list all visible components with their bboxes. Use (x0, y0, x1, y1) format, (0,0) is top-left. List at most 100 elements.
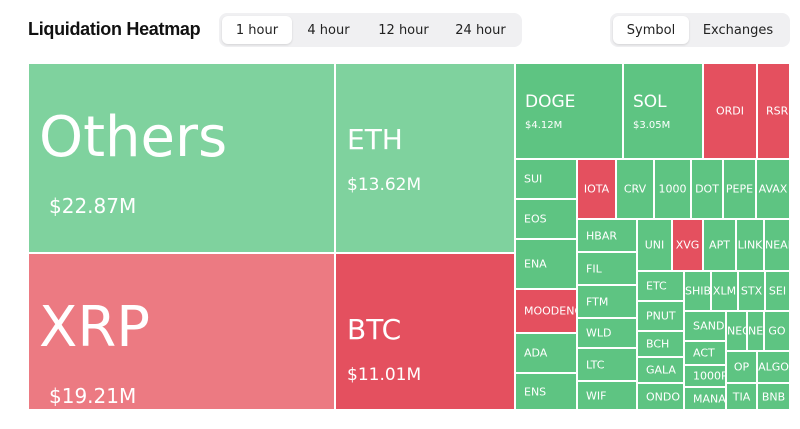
heatmap-tile-ens[interactable]: ENS (515, 373, 577, 410)
heatmap-tile-algo[interactable]: ALGO (757, 351, 790, 383)
tile-symbol: SHIB (685, 284, 711, 298)
heatmap-tile-stx[interactable]: STX (738, 271, 765, 311)
tile-symbol: MANA (693, 392, 726, 405)
heatmap-tile-moodeng[interactable]: MOODENG (515, 289, 577, 333)
heatmap-tile-fil[interactable]: FIL (577, 252, 637, 285)
heatmap-tile-doge[interactable]: DOGE $4.12M (515, 63, 623, 159)
tile-symbol: NEAR (765, 238, 789, 252)
page-title: Liquidation Heatmap (28, 19, 201, 39)
tile-symbol: AVAX (758, 182, 788, 196)
heatmap-tile-ondo[interactable]: ONDO (637, 383, 684, 410)
tile-symbol: ENS (524, 385, 547, 398)
heatmap-tile-sol[interactable]: SOL $3.05M (623, 63, 703, 159)
tile-symbol: UNI (644, 238, 665, 252)
tile-symbol: FIL (586, 262, 602, 275)
heatmap-tile-ena[interactable]: ENA (515, 239, 577, 289)
heatmap-tile-iota[interactable]: IOTA (577, 159, 616, 219)
heatmap-tile-pnut[interactable]: PNUT (637, 301, 684, 331)
heatmap-tile-ada[interactable]: ADA (515, 333, 577, 373)
heatmap-tile-pepe[interactable]: PEPE (723, 159, 756, 219)
tile-symbol: 1000 (658, 182, 687, 196)
heatmap-tile-hbar[interactable]: HBAR (577, 219, 637, 252)
heatmap-tile-go[interactable]: GO (764, 311, 790, 351)
heatmap-tile-shib[interactable]: SHIB (684, 271, 711, 311)
heatmap-tile-link[interactable]: LINK (736, 219, 764, 271)
heatmap-tile-wld[interactable]: WLD (577, 318, 637, 348)
tile-symbol: SOL (633, 92, 667, 112)
timeframe-12h-button[interactable]: 12 hour (378, 22, 429, 38)
heatmap-tile-rsr[interactable]: RSR (757, 63, 790, 159)
tile-symbol: BTC (347, 313, 402, 346)
tile-symbol: ETC (646, 279, 667, 293)
timeframe-24h-button[interactable]: 24 hour (455, 22, 506, 38)
heatmap-tile-bnb[interactable]: BNB (757, 383, 790, 410)
timeframe-selector: 1 hour 4 hour 12 hour 24 hour (219, 13, 522, 47)
tile-symbol: PEPE (725, 182, 754, 196)
heatmap-tile-1000[interactable]: 1000 (654, 159, 691, 219)
tile-symbol: XRP (39, 295, 151, 360)
heatmap-tile-sei[interactable]: SEI (765, 271, 790, 311)
tile-symbol: MOODENG (524, 304, 576, 318)
tile-symbol: BNB (761, 390, 786, 403)
view-selector: Symbol Exchanges (610, 13, 790, 47)
heatmap-tile-neo[interactable]: NEO (726, 311, 747, 351)
heatmap-tile-dot[interactable]: DOT (691, 159, 723, 219)
tile-symbol: TIA (732, 390, 751, 403)
tile-symbol: 1000P (693, 369, 726, 383)
liquidation-heatmap: Others $22.87M XRP $19.21M ETH $13.62M BTC $11.… (28, 63, 790, 410)
tile-symbol: RSR (766, 104, 789, 118)
heatmap-tile-sui[interactable]: SUI (515, 159, 577, 199)
heatmap-tile-1000p[interactable]: 1000P (684, 365, 726, 387)
tile-symbol: BCH (646, 337, 670, 351)
heatmap-tile-avax[interactable]: AVAX (756, 159, 790, 219)
tile-symbol: EOS (524, 212, 547, 226)
tile-liquidation-value: $4.12M (525, 120, 563, 131)
heatmap-tile-ordi[interactable]: ORDI (703, 63, 757, 159)
tile-symbol: ONDO (646, 390, 681, 403)
tile-symbol: STX (740, 284, 763, 298)
tile-symbol: PNUT (646, 309, 676, 323)
heatmap-tile-near[interactable]: NEAR (764, 219, 790, 271)
view-symbol-button[interactable]: Symbol (613, 16, 689, 44)
heatmap-tile-xrp[interactable]: XRP $19.21M (28, 253, 335, 410)
heatmap-tile-eos[interactable]: EOS (515, 199, 577, 239)
tile-symbol: SAND (693, 319, 725, 333)
tile-symbol: DOT (695, 182, 719, 196)
tile-symbol: ACT (693, 346, 715, 360)
tile-symbol: LINK (737, 238, 763, 252)
heatmap-tile-gala[interactable]: GALA (637, 357, 684, 383)
view-exchanges-button[interactable]: Exchanges (702, 22, 774, 38)
heatmap-tile-xvg[interactable]: XVG (672, 219, 703, 271)
heatmap-tile-ne[interactable]: NE (747, 311, 764, 351)
tile-liquidation-value: $3.05M (633, 120, 671, 131)
heatmap-tile-crv[interactable]: CRV (616, 159, 654, 219)
tile-symbol: NE (748, 324, 764, 338)
tile-symbol: FTM (586, 295, 609, 308)
tile-symbol: XVG (675, 238, 700, 252)
tile-liquidation-value: $11.01M (347, 365, 422, 385)
heatmap-tile-ltc[interactable]: LTC (577, 348, 637, 381)
heatmap-tile-bch[interactable]: BCH (637, 331, 684, 357)
heatmap-tile-others[interactable]: Others $22.87M (28, 63, 335, 253)
tile-symbol: ORDI (715, 104, 744, 118)
heatmap-tile-xlm[interactable]: XLM (711, 271, 738, 311)
timeframe-4h-button[interactable]: 4 hour (307, 22, 350, 38)
heatmap-tile-tia[interactable]: TIA (726, 383, 757, 410)
heatmap-tile-op[interactable]: OP (726, 351, 757, 383)
heatmap-tile-etc[interactable]: ETC (637, 271, 684, 301)
timeframe-1h-button[interactable]: 1 hour (222, 16, 292, 44)
heatmap-tile-eth[interactable]: ETH $13.62M (335, 63, 515, 253)
heatmap-tile-wif[interactable]: WIF (577, 381, 637, 410)
heatmap-tile-apt[interactable]: APT (703, 219, 736, 271)
tile-symbol: OP (733, 360, 750, 374)
heatmap-tile-mana[interactable]: MANA (684, 387, 726, 410)
heatmap-tile-sand[interactable]: SAND (684, 311, 726, 341)
tile-liquidation-value: $13.62M (347, 175, 422, 195)
heatmap-tile-ftm[interactable]: FTM (577, 285, 637, 318)
tile-symbol: ENA (524, 257, 547, 271)
tile-liquidation-value: $22.87M (49, 194, 137, 218)
heatmap-tile-act[interactable]: ACT (684, 341, 726, 365)
tile-symbol: GALA (646, 363, 676, 377)
heatmap-tile-btc[interactable]: BTC $11.01M (335, 253, 515, 410)
heatmap-tile-uni[interactable]: UNI (637, 219, 672, 271)
